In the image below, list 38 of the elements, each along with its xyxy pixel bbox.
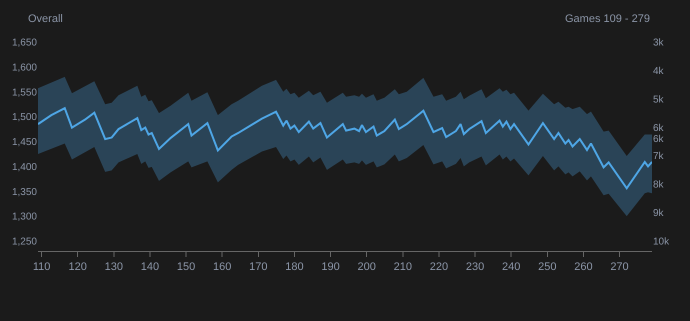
x-tick-label: 200 [357,261,376,274]
y2-tick-label: 6k [653,122,665,134]
x-tick-label: 140 [140,261,160,274]
x-tick-label: 250 [538,261,556,274]
x-tick-label: 190 [321,261,340,274]
y2-tick-label: 3k [653,38,665,48]
x-tick-label: 130 [104,261,124,274]
x-tick-label: 180 [285,261,304,274]
y-tick-label: 1,600 [12,62,38,74]
y-tick-label: 1,300 [12,212,38,223]
x-tick-label: 160 [213,261,232,274]
y2-tick-label: 6k [653,134,665,146]
text: Games 109 - 279 [565,13,650,25]
x-tick-label: 110 [32,261,50,274]
y-tick-label: 1,550 [12,87,38,98]
y2-tick-label: 9k [653,208,665,220]
x-tick-label: 270 [610,261,629,274]
x-tick-label: 260 [574,261,593,274]
y-tick-label: 1,650 [12,38,38,48]
x-tick-label: 170 [249,261,268,274]
y2-tick-label: 4k [653,66,665,77]
line-series [38,107,652,190]
y2-tick-label: 5k [653,94,665,106]
y2-tick-label: 8k [653,180,665,191]
x-tick-label: 210 [394,261,412,274]
x-tick-label: 220 [430,261,448,274]
y-tick-label: 1,350 [12,186,38,198]
x-tick-label: 230 [466,261,484,274]
chart-title: Overall [28,13,63,25]
x-tick-label: 240 [502,261,520,274]
y2-tick-label: 10k [653,236,670,248]
y-tick-label: 1,450 [12,137,38,148]
x-tick-label: 120 [68,261,87,274]
y-tick-label: 1,500 [12,112,38,124]
x-tick-label: 150 [176,261,196,274]
y2-tick-label: 7k [653,151,665,162]
y-tick-label: 1,400 [12,162,38,173]
y-tick-label: 1,250 [12,236,38,248]
